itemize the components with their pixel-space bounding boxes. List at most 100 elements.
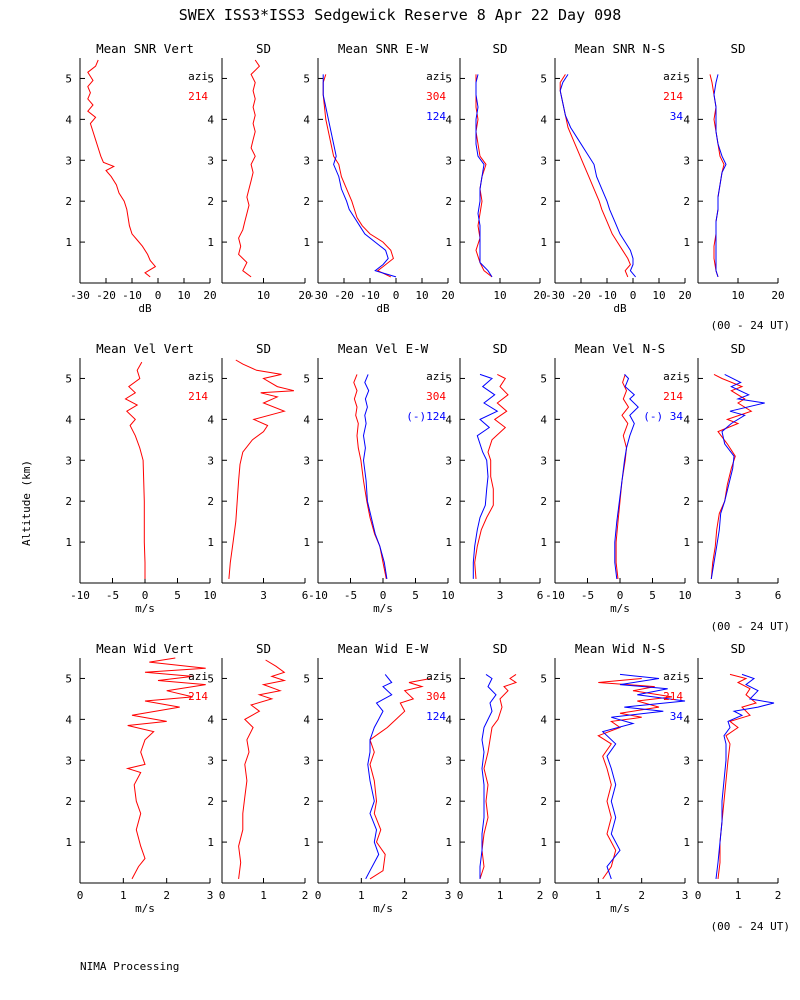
panel-title: Mean Wid E-W [338,641,429,656]
panel-title: Mean Vel E-W [338,341,429,356]
x-tick-label: 2 [537,889,544,902]
x-tick-label: 2 [401,889,408,902]
x-tick-label: 10 [415,289,428,302]
x-axis-label: m/s [373,902,393,915]
legend-header: azi [663,70,683,83]
panel-title: Mean Wid Vert [96,641,194,656]
x-tick-label: 1 [497,889,504,902]
footer-text: NIMA Processing [80,960,179,973]
x-tick-label: -5 [344,589,357,602]
y-tick-label: 3 [683,754,690,767]
x-tick-label: -30 [545,289,565,302]
x-tick-label: 5 [174,589,181,602]
panel-title: Mean SNR N-S [575,41,665,56]
series-line-blue [365,674,393,880]
y-tick-label: 5 [683,672,690,685]
x-tick-label: 10 [203,589,216,602]
series-line-red [710,373,753,579]
x-tick-label: 0 [219,889,226,902]
y-tick-label: 3 [303,454,310,467]
x-tick-label: -10 [122,289,142,302]
y-tick-label: 4 [445,413,452,426]
x-axis-label: m/s [373,602,393,615]
y-tick-label: 5 [207,72,214,85]
y-tick-label: 2 [303,195,310,208]
x-tick-label: 2 [775,889,782,902]
legend-entry: 214 [663,90,683,103]
y-tick-label: 1 [65,536,72,549]
y-tick-label: 4 [540,713,547,726]
y-tick-label: 4 [540,113,547,126]
y-tick-label: 3 [540,754,547,767]
panel-2-5: SD 1 2 3 4 5 0 1 2 [683,641,781,902]
legend-entry: 124 [426,110,446,123]
x-tick-label: 6 [775,589,782,602]
y-tick-label: 4 [683,713,690,726]
x-tick-label: -10 [360,289,380,302]
x-tick-label: 5 [412,589,419,602]
x-tick-label: 2 [638,889,645,902]
y-tick-label: 4 [303,113,310,126]
legend-entry: 34 [670,710,684,723]
legend-entry: 214 [663,690,683,703]
x-axis-label: dB [138,302,152,315]
x-tick-label: 0 [617,589,624,602]
panel-1-2: Mean Vel E-W 1 2 3 4 5 -10 -5 0 5 10 m/s azi 304 (-)12… [303,341,454,615]
x-axis-label: m/s [610,602,630,615]
y-tick-label: 4 [65,713,72,726]
y-tick-label: 2 [540,795,547,808]
panel-title: Mean Vel Vert [96,341,194,356]
panel-title: SD [730,41,745,56]
y-tick-label: 5 [207,372,214,385]
x-tick-label: 3 [260,589,267,602]
y-tick-label: 1 [445,536,452,549]
series-line-red [228,359,295,579]
y-tick-label: 1 [683,236,690,249]
series-line-blue [601,673,686,880]
series-line-red [124,361,146,579]
y-tick-label: 2 [445,495,452,508]
x-tick-label: -10 [545,589,565,602]
x-tick-label: 3 [445,889,452,902]
y-axis-label: Altitude (km) [20,460,33,546]
y-tick-label: 2 [207,195,214,208]
x-tick-label: 1 [735,889,742,902]
x-axis-label: dB [613,302,627,315]
legend-header: azi [663,370,683,383]
x-tick-label: 20 [678,289,691,302]
series-line-red [238,659,287,879]
x-axis-label: m/s [135,602,155,615]
y-tick-label: 1 [445,836,452,849]
y-tick-label: 3 [65,754,72,767]
y-tick-label: 4 [65,413,72,426]
legend-entry: 214 [188,90,208,103]
series-line-red [369,678,431,880]
x-tick-label: 1 [260,889,267,902]
x-axis-label: m/s [610,902,630,915]
y-tick-label: 5 [540,672,547,685]
legend-header: azi [188,370,208,383]
y-tick-label: 5 [445,72,452,85]
x-tick-label: -20 [96,289,116,302]
panel-title: SD [730,641,745,656]
x-tick-label: 3 [497,589,504,602]
y-tick-label: 4 [65,113,72,126]
x-tick-label: 10 [493,289,506,302]
y-tick-label: 3 [445,154,452,167]
x-tick-label: 0 [630,289,637,302]
x-tick-label: 20 [298,289,311,302]
x-tick-label: 10 [257,289,270,302]
panel-title: SD [256,341,271,356]
y-tick-label: 1 [445,236,452,249]
x-tick-label: 6 [302,589,309,602]
y-tick-label: 4 [683,113,690,126]
x-tick-label: 0 [552,889,559,902]
legend-entry: 214 [663,390,683,403]
y-tick-label: 3 [445,454,452,467]
panel-0-5: SD 1 2 3 4 5 10 20 [683,41,784,302]
series-line-blue [559,74,636,278]
